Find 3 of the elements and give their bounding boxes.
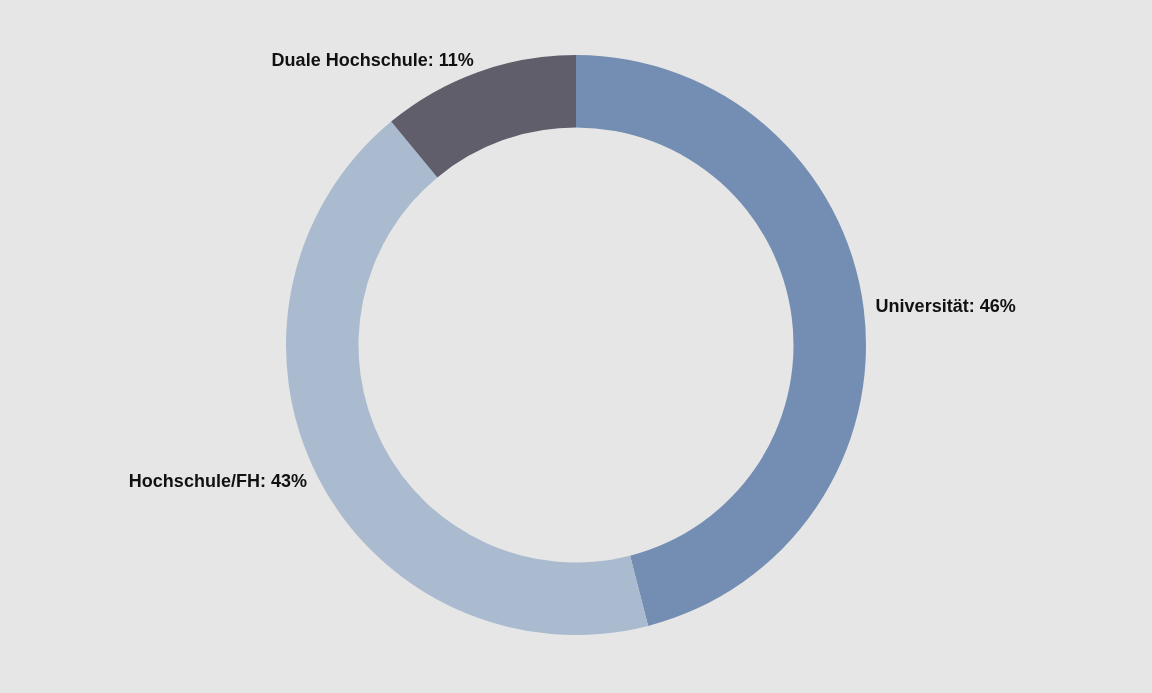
slice-label: Hochschule/FH: 43% <box>128 471 307 492</box>
slice-label: Duale Hochschule: 11% <box>271 49 474 70</box>
slice-label: Universität: 46% <box>875 296 1016 317</box>
